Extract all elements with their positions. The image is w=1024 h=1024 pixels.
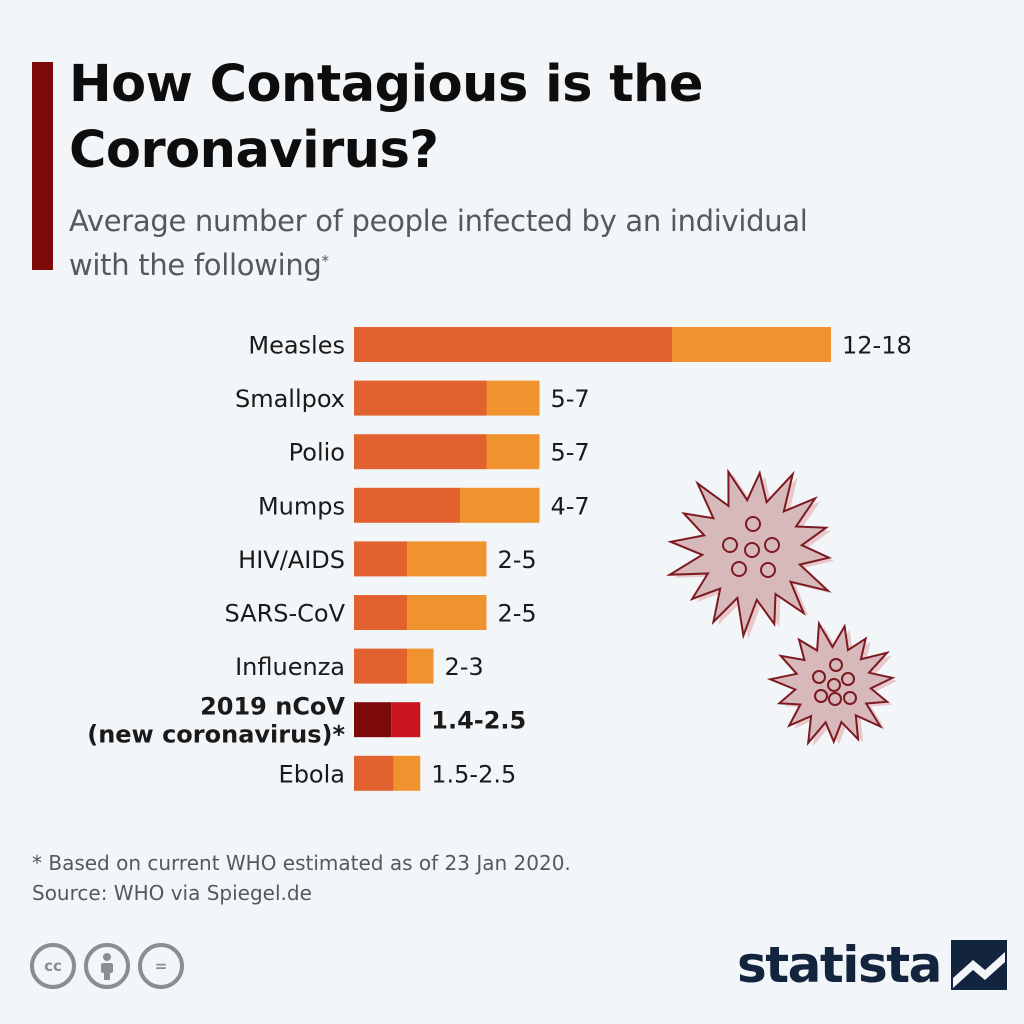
chart-subtitle: Average number of people infected by an … xyxy=(69,199,809,287)
virus-illustration xyxy=(665,468,898,747)
category-label: Polio xyxy=(289,439,345,467)
footnote-note: * Based on current WHO estimated as of 2… xyxy=(32,851,571,875)
chart-title: How Contagious is the Coronavirus? xyxy=(69,55,703,180)
virus-spot xyxy=(828,692,842,706)
bar-low xyxy=(354,487,460,523)
subtitle-text: Average number of people infected by an … xyxy=(69,204,808,282)
bar-low xyxy=(354,380,487,416)
category-label: Measles xyxy=(248,332,345,360)
category-label: Ebola xyxy=(279,760,345,788)
category-label: (new coronavirus)* xyxy=(87,721,345,749)
bars: Measles 12-18 Smallpox 5-7 Polio 5-7 Mumps 4-7 H… xyxy=(87,327,912,791)
data-label: 4-7 xyxy=(551,492,590,520)
virus-spot xyxy=(843,691,857,705)
data-label: 2-5 xyxy=(498,546,537,574)
virus-large xyxy=(665,468,834,640)
bar-low xyxy=(354,648,407,684)
virus-small xyxy=(766,620,898,747)
statista-logo: statista xyxy=(737,935,1007,995)
bar-high xyxy=(393,755,421,791)
bar-high xyxy=(460,487,540,523)
bar-high xyxy=(407,595,487,630)
virus-spot xyxy=(827,678,841,692)
footnote-source: Source: WHO via Spiegel.de xyxy=(32,881,312,905)
bar-low xyxy=(354,434,487,470)
bar-high xyxy=(407,648,434,684)
data-label: 1.5-2.5 xyxy=(431,760,516,788)
virus-spot xyxy=(841,672,855,686)
category-label: Influenza xyxy=(235,653,345,681)
virus-body xyxy=(665,468,833,640)
bar-low xyxy=(354,595,407,630)
bar-chart: Measles 12-18 Smallpox 5-7 Polio 5-7 Mumps 4-7 H… xyxy=(87,327,912,791)
bar-low xyxy=(354,541,407,577)
bar-high xyxy=(486,434,540,470)
statista-wordmark: statista xyxy=(737,936,942,994)
bar-high xyxy=(407,541,487,577)
bar-low xyxy=(354,702,392,738)
data-label: 5-7 xyxy=(551,439,590,467)
virus-spot xyxy=(760,562,776,578)
virus-spot xyxy=(745,516,761,532)
data-label: 2-3 xyxy=(445,653,484,681)
bar-low xyxy=(354,327,672,362)
by-icon xyxy=(84,943,130,989)
virus-body xyxy=(766,620,896,747)
bar-high xyxy=(391,702,421,738)
statista-logo-icon xyxy=(950,940,1007,990)
data-label: 2-5 xyxy=(498,600,537,628)
category-label: HIV/AIDS xyxy=(238,546,345,574)
bar-high xyxy=(486,380,540,416)
data-label: 1.4-2.5 xyxy=(431,707,526,735)
category-label: Mumps xyxy=(258,492,345,520)
bar-high xyxy=(672,327,831,362)
category-label: Smallpox xyxy=(235,385,345,413)
license-icons: cc = xyxy=(30,943,184,989)
data-label: 5-7 xyxy=(551,385,590,413)
category-label: 2019 nCoV xyxy=(200,693,345,721)
cc-icon: cc xyxy=(30,943,76,989)
virus-spot xyxy=(731,561,747,577)
category-label: SARS-CoV xyxy=(224,600,345,628)
virus-spot xyxy=(764,537,780,553)
virus-spot xyxy=(829,658,843,672)
subtitle-footnote-marker: * xyxy=(321,252,330,270)
virus-spot xyxy=(722,537,738,553)
virus-spot xyxy=(814,689,828,703)
footnote-block: * Based on current WHO estimated as of 2… xyxy=(32,848,571,908)
bar-low xyxy=(354,755,394,791)
title-accent-bar xyxy=(32,62,53,270)
virus-spot xyxy=(744,542,760,558)
nd-icon: = xyxy=(138,943,184,989)
virus-spot xyxy=(812,670,826,684)
data-label: 12-18 xyxy=(842,332,912,360)
